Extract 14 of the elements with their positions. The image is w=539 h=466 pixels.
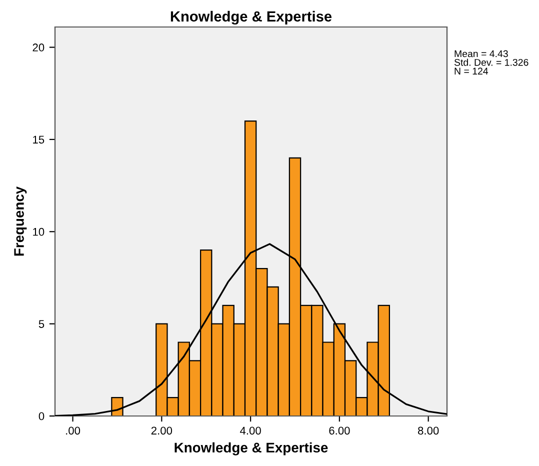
y-tick-label: 0 [38,412,44,420]
y-tick-label: 20 [32,44,44,52]
x-axis-title: Knowledge & Expertise [174,442,328,456]
chart-title: Knowledge & Expertise [170,10,332,25]
x-tick-label: 4.00 [240,426,261,435]
y-tick-label: 5 [38,320,44,328]
y-axis-title: Frequency [14,186,27,256]
y-tick-label: 15 [33,136,44,144]
x-tick-label: 6.00 [329,426,350,435]
x-tick-label: 2.00 [151,426,172,435]
y-tick-label: 10 [33,228,44,236]
text: Mean = 4.43 Std. Dev. = 1.326 N = 124 [454,50,528,74]
x-tick-label: 8.00 [418,426,439,435]
x-tick-label: .00 [66,426,80,435]
